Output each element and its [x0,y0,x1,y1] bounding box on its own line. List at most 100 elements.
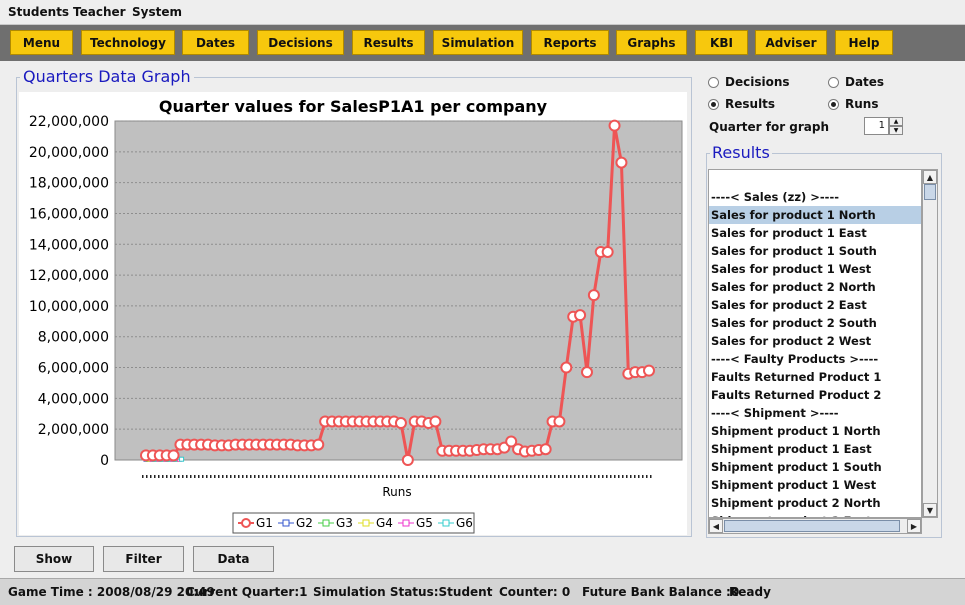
x-tick [422,475,424,478]
x-tick [530,475,532,478]
scroll-thumb[interactable] [924,184,936,200]
radio-dot [828,76,839,88]
x-tick [398,475,400,478]
x-tick [178,475,180,478]
show-button[interactable]: Show [14,546,94,572]
menu-system[interactable]: System [132,5,182,19]
list-item[interactable]: Sales for product 2 West [711,334,872,348]
results-button[interactable]: Results [352,30,425,55]
reports-button[interactable]: Reports [531,30,609,55]
list-item[interactable]: Shipment product 1 North [711,424,881,438]
x-tick [166,475,168,478]
legend-label: G3 [336,516,353,530]
x-tick [262,475,264,478]
x-tick [406,475,408,478]
list-item[interactable]: Shipment product 1 East [711,442,872,456]
data-point [505,435,518,448]
help-button[interactable]: Help [835,30,893,55]
list-item[interactable]: Shipment product 2 East [709,512,921,517]
results-list[interactable]: ----< Sales (zz) >---- Sales for product … [708,169,922,518]
scroll-up-icon[interactable]: ▲ [923,170,937,184]
scroll-down-icon[interactable]: ▼ [923,503,937,517]
panel-title: Quarters Data Graph [20,67,194,86]
horizontal-scrollbar[interactable]: ◀ ▶ [708,518,922,534]
x-tick [354,475,356,478]
x-tick [650,475,652,478]
list-item[interactable]: Sales for product 1 West [711,262,872,276]
x-tick [570,475,572,478]
list-item[interactable]: Sales for product 2 South [711,316,877,330]
decisions-button[interactable]: Decisions [257,30,344,55]
dates-button[interactable]: Dates [182,30,249,55]
x-tick [566,475,568,478]
menu-button[interactable]: Menu [10,30,73,55]
hscroll-thumb[interactable] [724,520,900,532]
menu-students[interactable]: Students [8,5,70,19]
x-tick [358,475,360,478]
scroll-right-icon[interactable]: ▶ [907,519,921,533]
x-tick [158,475,160,478]
menu-teacher[interactable]: Teacher [73,5,126,19]
list-item[interactable]: Sales for product 1 North [709,206,921,224]
ready-status: Ready [729,585,771,599]
list-item[interactable]: Faults Returned Product 2 [711,388,882,402]
filter-button[interactable]: Filter [103,546,184,572]
legend-marker [241,518,251,528]
x-tick [174,475,176,478]
adviser-button[interactable]: Adviser [755,30,827,55]
simulation-button[interactable]: Simulation [433,30,523,55]
runs-radio-label: Runs [845,97,879,111]
list-item[interactable]: ----< Faulty Products >---- [711,352,879,366]
list-item[interactable]: Sales for product 2 North [711,280,876,294]
data-point [553,415,566,428]
list-item[interactable]: ----< Shipment >---- [711,406,839,420]
x-tick [582,475,584,478]
y-tick-label: 8,000,000 [38,330,109,346]
data-point [601,245,614,258]
x-axis-label: Runs [382,485,411,499]
x-tick [498,475,500,478]
kbi-button[interactable]: KBI [695,30,748,55]
x-tick [462,475,464,478]
x-tick [470,475,472,478]
vertical-scrollbar[interactable]: ▲ ▼ [922,169,938,518]
x-tick [630,475,632,478]
data-button[interactable]: Data [193,546,274,572]
list-item[interactable]: Shipment product 2 North [711,496,881,510]
scroll-left-icon[interactable]: ◀ [709,519,723,533]
x-tick [278,475,280,478]
graphs-button[interactable]: Graphs [616,30,687,55]
dates-radio[interactable]: Dates [828,75,884,89]
x-tick [598,475,600,478]
y-tick-label: 10,000,000 [29,299,109,315]
plot-background [114,120,683,461]
x-tick [238,475,240,478]
x-tick [578,475,580,478]
x-tick [190,475,192,478]
x-tick [362,475,364,478]
runs-radio[interactable]: Runs [828,97,878,111]
list-item[interactable]: ----< Sales (zz) >---- [711,190,839,204]
spinner-up-icon[interactable]: ▲ [889,117,903,126]
x-tick [150,475,152,478]
x-tick [306,475,308,478]
technology-button[interactable]: Technology [81,30,175,55]
decisions-radio[interactable]: Decisions [708,75,790,89]
x-tick [342,475,344,478]
data-point [608,119,621,132]
results-radio[interactable]: Results [708,97,775,111]
legend-marker [282,519,290,527]
list-item[interactable]: Shipment product 1 South [711,460,882,474]
quarter-input[interactable]: 1 [864,117,889,135]
x-tick [426,475,428,478]
list-item[interactable]: Shipment product 1 West [711,478,877,492]
quarter-spinner[interactable]: 1 ▲ ▼ [864,117,904,135]
status-bar: Game Time : 2008/08/29 20:49 Current Qua… [0,578,965,605]
list-item[interactable]: Sales for product 1 East [711,226,867,240]
list-item[interactable]: Sales for product 1 South [711,244,877,258]
x-tick [434,475,436,478]
list-item[interactable]: Faults Returned Product 1 [711,370,882,384]
spinner-down-icon[interactable]: ▼ [889,126,903,135]
list-item[interactable]: Sales for product 2 East [711,298,867,312]
data-point [560,361,573,374]
